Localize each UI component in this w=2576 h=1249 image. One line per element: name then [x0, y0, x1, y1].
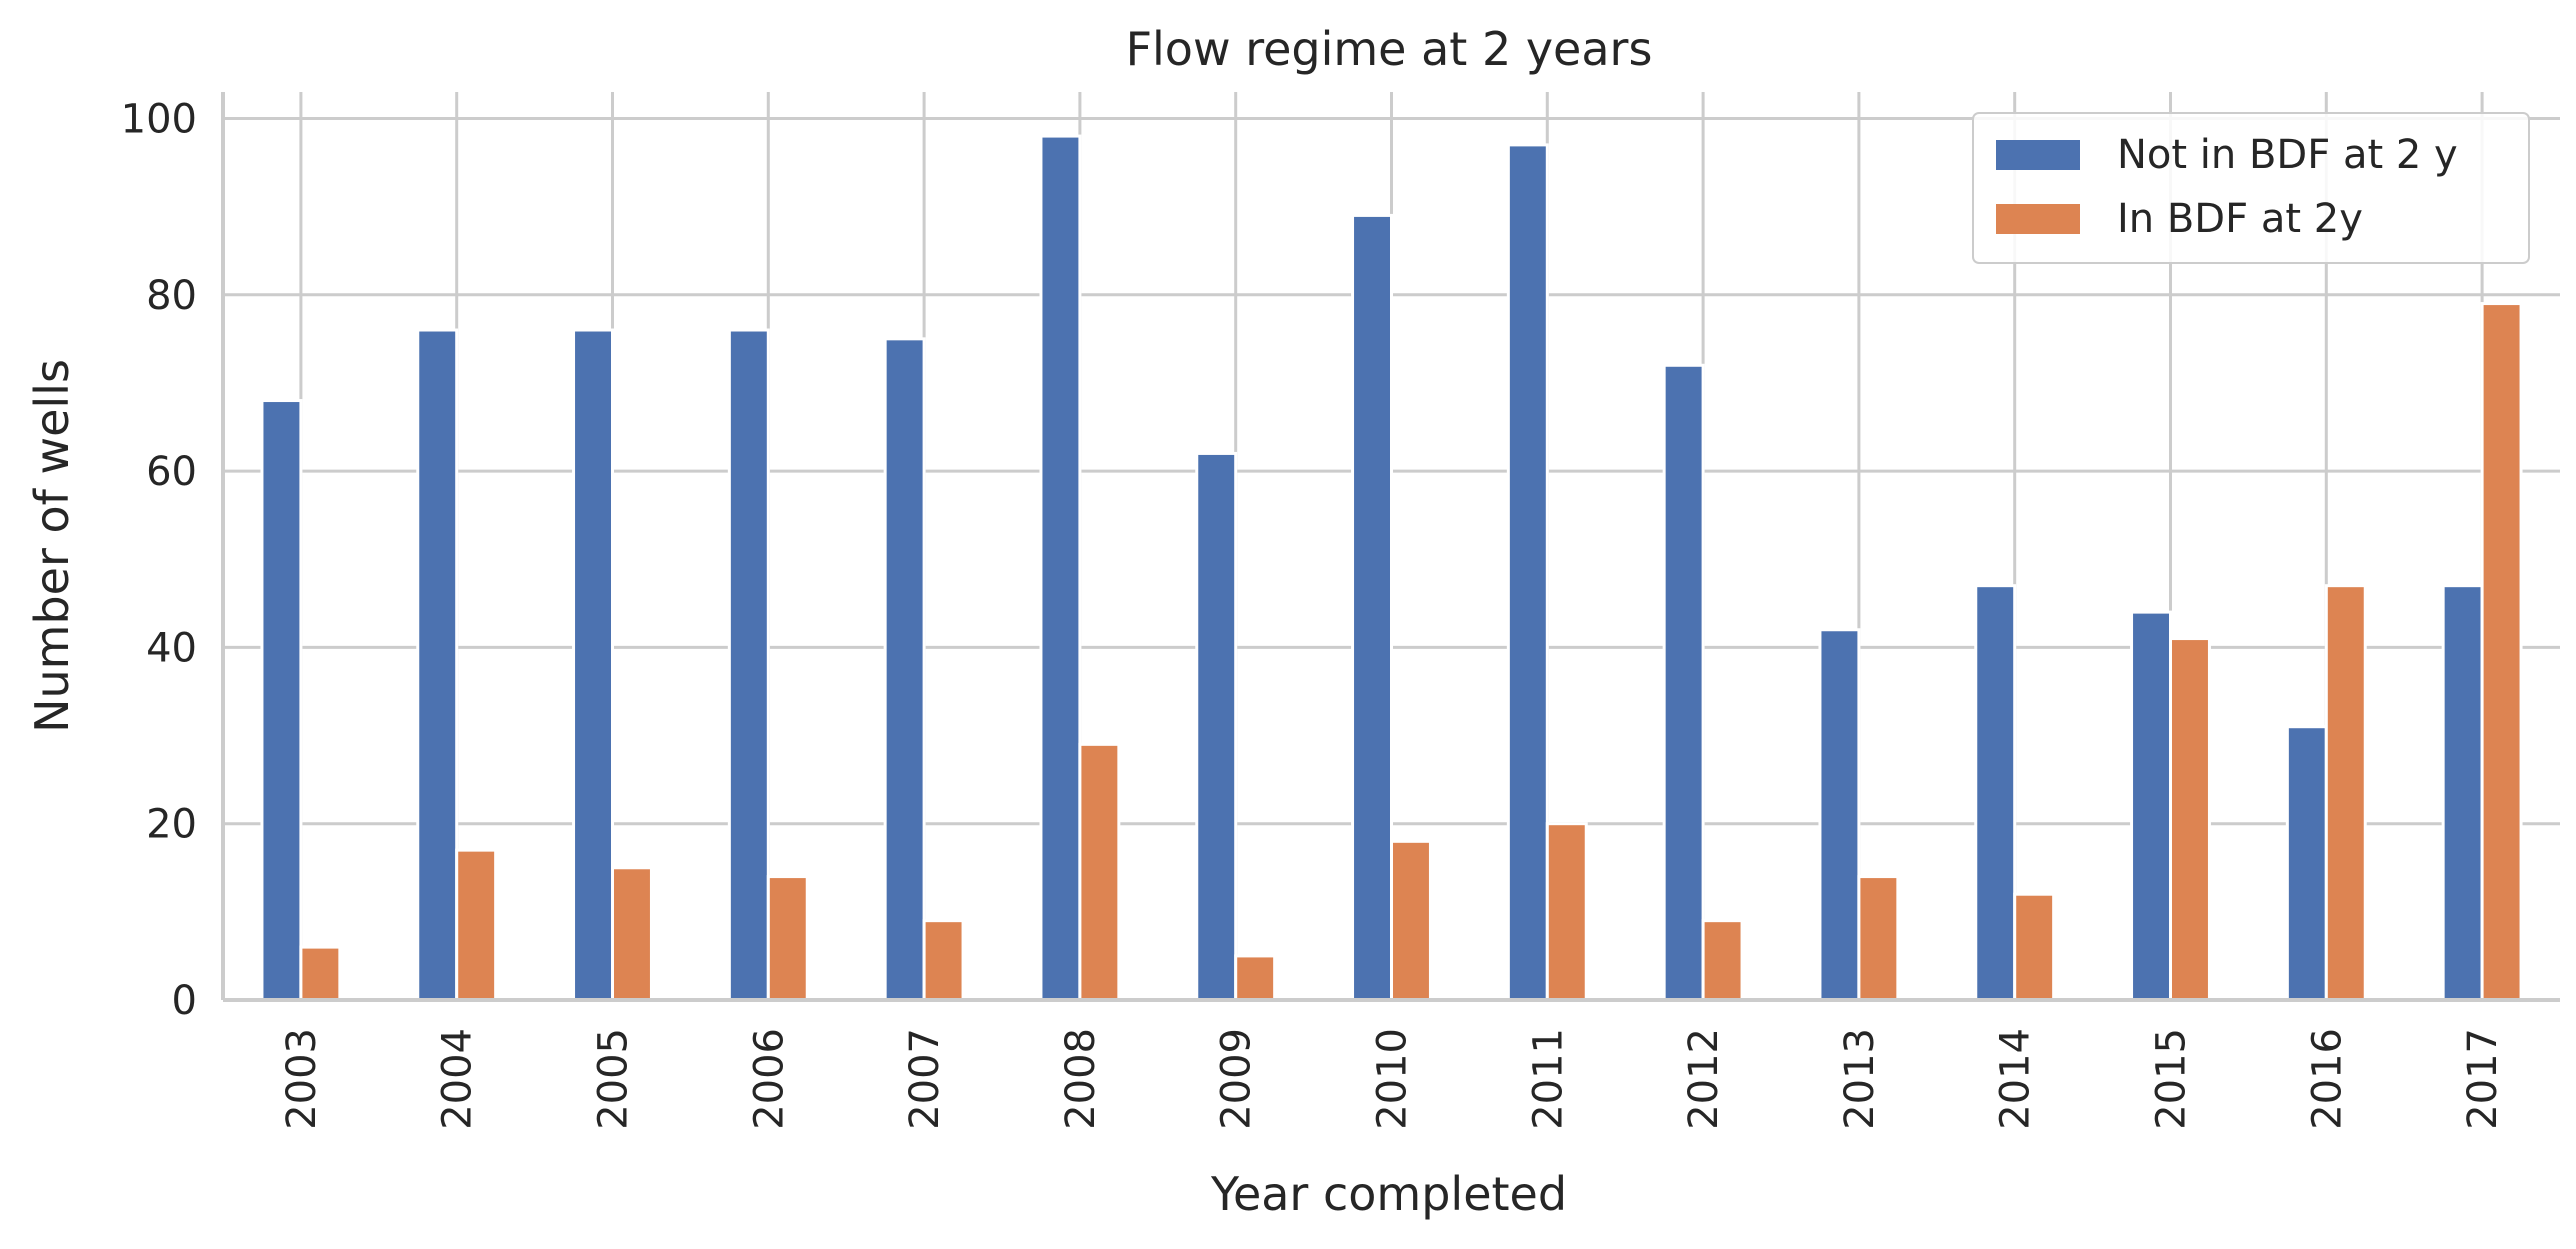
x-tick-label: 2011 — [1525, 1028, 1571, 1130]
y-tick-label: 60 — [146, 449, 197, 495]
bars — [260, 134, 2523, 1002]
bar-in-bdf — [2169, 637, 2211, 1002]
bar-not-in-bdf — [260, 399, 303, 1002]
bar-in-bdf — [1234, 954, 1277, 1002]
bar-not-in-bdf — [1351, 213, 1394, 1002]
x-tick-label: 2010 — [1370, 1028, 1416, 1130]
bar-in-bdf — [2480, 302, 2523, 1002]
x-tick-label: 2016 — [2304, 1028, 2350, 1130]
axes — [221, 92, 2560, 1002]
x-tick-label: 2005 — [591, 1028, 637, 1130]
chart-title: Flow regime at 2 years — [1126, 22, 1653, 76]
bar-not-in-bdf — [1506, 143, 1549, 1002]
x-tick-label: 2006 — [746, 1028, 792, 1130]
x-axis-label: Year completed — [1210, 1167, 1567, 1221]
y-tick-label: 0 — [172, 978, 197, 1024]
legend-swatch — [1996, 140, 2080, 170]
legend: Not in BDF at 2 y In BDF at 2y — [1972, 112, 2530, 264]
x-tick-label: 2003 — [279, 1028, 325, 1130]
bar-in-bdf — [1857, 875, 1900, 1002]
legend-label: Not in BDF at 2 y — [2117, 132, 2458, 178]
x-tick-label: 2013 — [1837, 1028, 1883, 1130]
bar-not-in-bdf — [727, 328, 770, 1002]
bar-not-in-bdf — [1195, 451, 1238, 1002]
bar-not-in-bdf — [1662, 363, 1705, 1002]
bar-not-in-bdf — [416, 328, 459, 1002]
bar-not-in-bdf — [2130, 610, 2173, 1002]
legend-swatch — [1996, 204, 2080, 234]
legend-label: In BDF at 2y — [2117, 196, 2363, 242]
x-tick-label: 2008 — [1058, 1028, 1104, 1130]
y-axis-label: Number of wells — [25, 359, 79, 733]
bar-not-in-bdf — [1039, 134, 1082, 1002]
x-tick-label: 2009 — [1214, 1028, 1260, 1130]
y-tick-label: 80 — [146, 273, 197, 319]
bar-in-bdf — [922, 919, 965, 1002]
x-tick-label: 2012 — [1681, 1028, 1727, 1130]
x-tick-label: 2007 — [902, 1028, 948, 1130]
bar-in-bdf — [766, 875, 809, 1002]
bar-in-bdf — [1545, 822, 1588, 1002]
bar-not-in-bdf — [883, 337, 926, 1002]
bar-not-in-bdf — [2441, 584, 2484, 1002]
x-tick-label: 2014 — [1993, 1028, 2039, 1130]
bar-in-bdf — [2013, 892, 2056, 1002]
bar-in-bdf — [2324, 584, 2367, 1002]
legend-frame — [1972, 112, 2530, 264]
x-tick-labels: 2003 2004 2005 2006 2007 2008 2009 2010 2011 2012… — [279, 1028, 2506, 1130]
y-tick-label: 20 — [146, 802, 197, 848]
x-tick-label: 2015 — [2149, 1028, 2195, 1130]
bar-in-bdf — [1701, 919, 1744, 1002]
bar-in-bdf — [611, 866, 653, 1002]
y-tick-label: 100 — [121, 96, 197, 142]
bar-not-in-bdf — [1818, 628, 1861, 1002]
bar-not-in-bdf — [2285, 725, 2328, 1002]
x-tick-label: 2004 — [435, 1028, 481, 1130]
bar-not-in-bdf — [572, 328, 614, 1002]
y-tick-label: 40 — [146, 625, 197, 671]
bar-in-bdf — [455, 848, 498, 1002]
y-tick-labels: 0 20 40 60 80 100 — [121, 96, 197, 1024]
bar-in-bdf — [1390, 839, 1432, 1002]
x-tick-label: 2017 — [2460, 1028, 2506, 1130]
bar-in-bdf — [299, 945, 342, 1002]
bar-in-bdf — [1078, 742, 1121, 1002]
bar-not-in-bdf — [1974, 584, 2017, 1002]
